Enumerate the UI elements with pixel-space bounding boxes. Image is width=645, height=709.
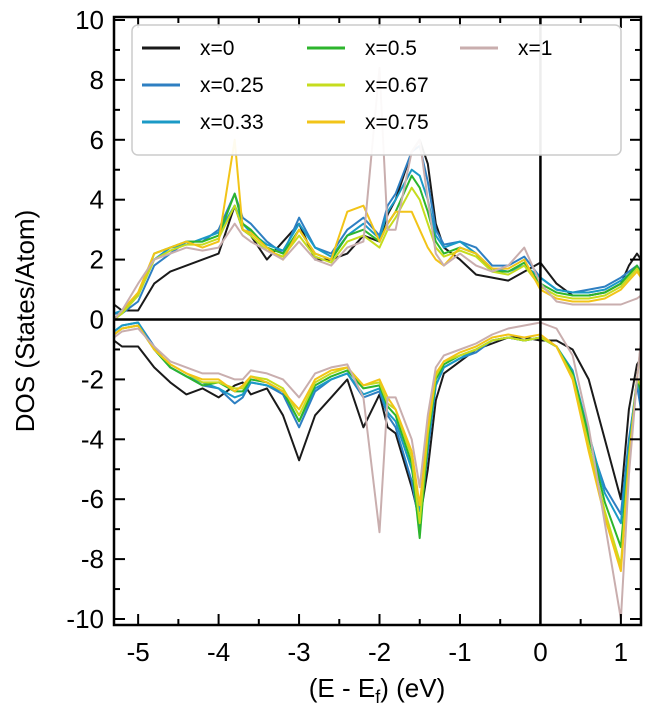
x-tick-label: 0: [533, 637, 547, 667]
series-x-0-75-up-line: [114, 138, 641, 321]
series-x-0-up-line: [114, 138, 641, 312]
series-x-0-33-up-line: [114, 168, 641, 315]
series-x-0-67-up-line: [114, 186, 641, 321]
y-tick-label: 8: [90, 65, 104, 95]
y-tick-label: 6: [90, 125, 104, 155]
y-tick-label: -4: [81, 424, 104, 454]
legend-label: x=1: [518, 37, 552, 60]
y-tick-label: 4: [90, 185, 104, 215]
legend-items: x=0 x=0.25 x=0.33 x=0.5 x=0.67 x=0.75 x=1: [142, 37, 552, 134]
series-x-0-67-down-line: [114, 324, 641, 567]
legend-label: x=0.75: [365, 111, 429, 134]
series-x-1-up-line: [114, 66, 641, 321]
x-tick-label: -5: [127, 637, 150, 667]
y-tick-label: -10: [66, 604, 104, 634]
y-axis-title: DOS (States/Atom): [10, 210, 40, 433]
x-tick-label: -4: [207, 637, 230, 667]
legend-label: x=0.25: [200, 74, 264, 97]
plot-frame: [112, 15, 643, 627]
series-layer: [114, 66, 641, 620]
y-tick-label: -6: [81, 484, 104, 514]
x-tick-label: -3: [287, 637, 310, 667]
legend-label: x=0.67: [365, 74, 429, 97]
y-tick-label: 10: [75, 5, 104, 35]
series-x-0-5-up-line: [114, 174, 641, 321]
legend-label: x=0.33: [200, 111, 264, 134]
x-tick-label: 1: [614, 637, 628, 667]
y-tick-label: -8: [81, 544, 104, 574]
x-axis-title: (E - Ef) (eV): [309, 673, 445, 707]
legend-label: x=0.5: [365, 37, 417, 60]
x-tick-label: -2: [368, 637, 391, 667]
series-x-0-down-line: [114, 336, 641, 522]
series-x-0-33-down-line: [114, 321, 641, 525]
y-tick-label: 0: [90, 305, 104, 335]
series-x-0-75-down-line: [114, 324, 641, 573]
legend-label: x=0: [200, 37, 234, 60]
y-tick-label: 2: [90, 245, 104, 275]
legend: x=0 x=0.25 x=0.33 x=0.5 x=0.67 x=0.75 x=1: [131, 24, 622, 156]
series-x-1-down-line: [114, 321, 641, 620]
x-tick-label: -1: [448, 637, 471, 667]
y-tick-label: -2: [81, 364, 104, 394]
legend-box: [131, 24, 622, 156]
